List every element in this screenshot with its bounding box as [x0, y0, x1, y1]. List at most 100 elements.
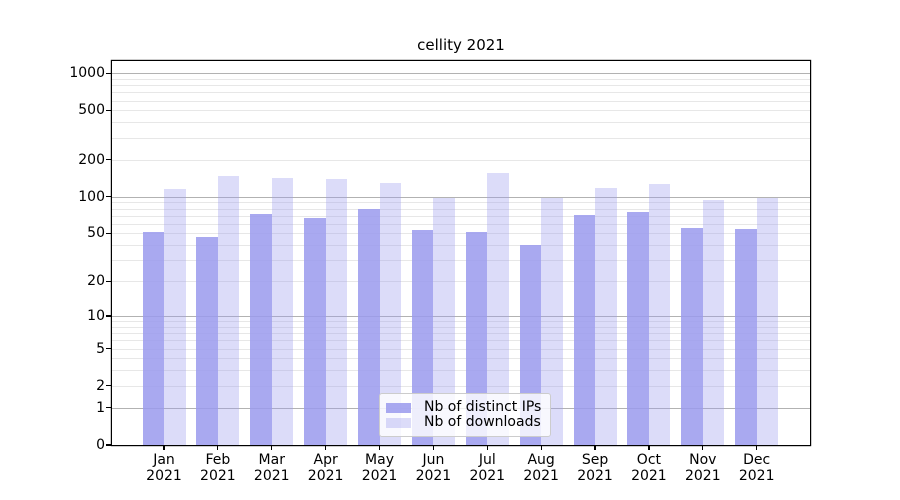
- x-tick-label-line: 2021: [253, 468, 290, 484]
- gridline-minor: [112, 233, 810, 235]
- gridline-minor: [112, 159, 810, 161]
- chart-title: cellity 2021: [417, 36, 505, 54]
- x-tick-mark: [325, 445, 327, 450]
- x-tick-label-line: Mar: [258, 452, 285, 468]
- y-tick-label: 1: [96, 399, 105, 416]
- x-tick-label: Oct 2021: [617, 452, 681, 484]
- bar-distinct-ips-oct: [627, 211, 649, 445]
- gridline-minor: [112, 92, 810, 94]
- bar-downloads-sep: [595, 187, 617, 445]
- y-tick-mark: [106, 315, 111, 317]
- x-tick-label-line: Sep: [581, 452, 609, 468]
- gridline-minor: [112, 100, 810, 102]
- legend-swatch-distinct-ips: [386, 402, 411, 413]
- x-tick-mark: [378, 445, 381, 450]
- x-tick-label-line: Feb: [205, 452, 231, 468]
- y-tick-label: 1000: [69, 65, 105, 82]
- y-tick-label: 200: [78, 151, 105, 168]
- x-tick-label-line: 2021: [469, 468, 506, 484]
- gridline-minor: [112, 215, 810, 217]
- bar-downloads-nov: [702, 199, 725, 445]
- x-tick-label: Dec 2021: [725, 452, 789, 484]
- y-tick-mark: [106, 347, 111, 350]
- bar-distinct-ips-jun: [411, 230, 434, 445]
- bar-distinct-ips-jan: [142, 232, 164, 445]
- x-tick-label-line: 2021: [307, 468, 344, 484]
- bar-downloads-dec: [756, 197, 779, 445]
- gridline-minor: [112, 223, 810, 225]
- bar-distinct-ips-may: [358, 209, 380, 445]
- bar-distinct-ips-sep: [573, 214, 596, 445]
- y-tick-mark: [106, 385, 111, 387]
- gridline-minor: [112, 202, 810, 204]
- x-tick-label-line: Aug: [527, 452, 555, 468]
- y-tick-label: 50: [87, 225, 105, 242]
- gridline-minor: [112, 110, 810, 112]
- gridline-minor: [112, 85, 810, 87]
- x-tick-label: Jan 2021: [132, 452, 196, 484]
- x-tick-label-line: 2021: [415, 468, 452, 484]
- x-tick-label-line: Jan: [153, 452, 175, 468]
- y-tick-mark: [106, 232, 111, 235]
- gridline-minor: [112, 385, 810, 387]
- x-tick-label: Mar 2021: [240, 452, 304, 484]
- gridline-minor: [112, 245, 810, 247]
- x-tick-label: Sep 2021: [563, 452, 627, 484]
- y-tick-mark: [106, 407, 111, 409]
- y-tick-mark: [106, 196, 111, 198]
- legend: Nb of distinct IPs Nb of downloads: [379, 393, 552, 437]
- gridline-major: [112, 73, 810, 75]
- x-tick-label: Aug 2021: [509, 452, 573, 484]
- legend-label-downloads: Nb of downloads: [424, 414, 541, 430]
- x-tick-mark: [163, 445, 165, 450]
- x-tick-mark: [271, 445, 273, 450]
- x-tick-mark: [486, 445, 488, 450]
- bar-downloads-apr: [325, 179, 348, 445]
- gridline-major: [112, 315, 810, 317]
- legend-swatch-downloads: [386, 417, 411, 428]
- y-tick-label: 500: [78, 102, 105, 119]
- bar-distinct-ips-apr: [304, 217, 326, 445]
- x-tick-label-line: 2021: [146, 468, 182, 484]
- bar-distinct-ips-mar: [250, 214, 272, 445]
- x-tick-label-line: Jun: [422, 452, 445, 468]
- gridline-major: [112, 196, 810, 198]
- x-tick-label: Jul 2021: [455, 452, 519, 484]
- x-tick-label-line: Nov: [689, 452, 717, 468]
- y-tick-mark: [106, 280, 111, 282]
- x-tick-label: Jun 2021: [401, 452, 465, 484]
- y-tick-mark: [106, 109, 111, 112]
- bar-downloads-may: [379, 183, 402, 445]
- bar-distinct-ips-nov: [681, 228, 703, 445]
- bar-distinct-ips-jul: [465, 232, 488, 445]
- bar-distinct-ips-dec: [735, 229, 757, 445]
- x-tick-label-line: May: [365, 452, 394, 468]
- gridline-minor: [112, 321, 810, 323]
- gridline-minor: [112, 122, 810, 124]
- x-tick-label-line: 2021: [631, 468, 667, 484]
- bar-distinct-ips-feb: [196, 236, 218, 445]
- x-tick-label-line: 2021: [577, 468, 613, 484]
- x-tick-label-line: Oct: [636, 452, 662, 468]
- bar-downloads-jun: [433, 197, 455, 445]
- bar-downloads-aug: [541, 197, 563, 445]
- x-tick-mark: [648, 445, 650, 450]
- x-tick-label-line: 2021: [200, 468, 236, 484]
- gridline-minor: [112, 358, 810, 360]
- y-tick-mark: [106, 444, 111, 446]
- gridline-minor: [112, 260, 810, 262]
- y-tick-mark: [106, 159, 111, 161]
- x-tick-label-line: 2021: [523, 468, 559, 484]
- bar-downloads-mar: [271, 177, 294, 445]
- gridline-minor: [112, 370, 810, 372]
- x-tick-mark: [756, 445, 758, 450]
- x-tick-label: Nov 2021: [671, 452, 735, 484]
- x-tick-mark: [702, 445, 704, 450]
- x-tick-label-line: Dec: [743, 452, 771, 468]
- y-tick-label: 20: [87, 273, 105, 290]
- x-tick-label: Feb 2021: [186, 452, 250, 484]
- bar-downloads-jan: [164, 189, 186, 445]
- x-tick-label: May 2021: [348, 452, 412, 484]
- x-tick-mark: [540, 445, 542, 450]
- y-tick-label: 100: [78, 188, 105, 205]
